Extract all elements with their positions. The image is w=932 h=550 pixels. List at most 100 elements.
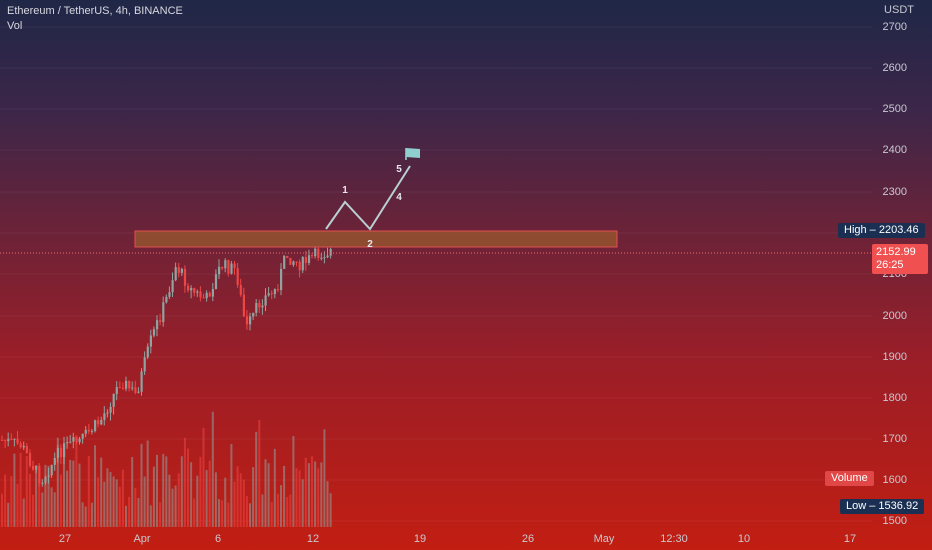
price-tick: 2400 xyxy=(882,144,907,156)
wave-label-5: 5 xyxy=(396,164,402,175)
candle-body xyxy=(214,274,218,290)
volume-bar xyxy=(202,427,205,527)
bar-countdown: 26:25 xyxy=(876,259,904,271)
volume-bar xyxy=(156,454,158,527)
candle-body xyxy=(283,255,286,269)
candle-body xyxy=(115,387,118,394)
candle-body xyxy=(261,305,264,308)
candle-body xyxy=(258,303,261,308)
candle-body xyxy=(168,292,171,297)
time-tick: 19 xyxy=(413,533,427,545)
last-price-badge[interactable]: 2152.99 26:25 xyxy=(872,244,928,274)
wave-label-4: 4 xyxy=(396,192,402,203)
candle-body xyxy=(140,371,143,392)
volume-bar xyxy=(214,472,217,527)
volume-bar xyxy=(205,470,208,527)
low-marker[interactable]: Low – 1536.92 xyxy=(840,499,925,514)
volume-bar xyxy=(63,447,65,527)
volume-bar xyxy=(1,493,3,527)
candle-body xyxy=(227,260,230,274)
price-tick: 2500 xyxy=(882,103,907,115)
volume-bar xyxy=(218,499,220,527)
volume-bar xyxy=(329,493,332,527)
candle-body xyxy=(304,257,307,263)
time-tick: 12:30 xyxy=(660,533,688,545)
volume-indicator-label[interactable]: Vol xyxy=(7,20,23,32)
volume-bar xyxy=(193,498,196,527)
candle-body xyxy=(224,260,227,269)
volume-bars xyxy=(1,411,332,527)
time-tick: May xyxy=(593,533,615,545)
candle-body xyxy=(28,453,32,466)
candle-body xyxy=(35,465,38,470)
candle-body xyxy=(165,296,168,303)
volume-bar xyxy=(252,467,255,527)
candle-body xyxy=(131,387,134,389)
candle-body xyxy=(245,316,249,325)
price-unit: USDT xyxy=(884,4,914,16)
high-marker[interactable]: High – 2203.46 xyxy=(838,223,925,238)
candle-body xyxy=(146,346,149,358)
candle-body xyxy=(329,249,332,256)
volume-bar xyxy=(255,431,258,527)
time-tick: 27 xyxy=(58,533,72,545)
candle-body xyxy=(152,329,156,336)
resistance-zone[interactable] xyxy=(134,230,618,248)
target-flag-icon[interactable] xyxy=(405,148,420,160)
candle-body xyxy=(109,406,112,413)
volume-bar xyxy=(32,494,34,527)
volume-bar xyxy=(177,473,180,527)
volume-bar xyxy=(242,479,245,527)
price-tick: 1900 xyxy=(882,351,907,363)
candle-body xyxy=(162,302,165,322)
candle-body xyxy=(199,291,202,298)
volume-bar xyxy=(69,459,72,527)
symbol-title[interactable]: Ethereum / TetherUS, 4h, BINANCE xyxy=(7,5,183,17)
volume-bar xyxy=(264,459,267,527)
candle-body xyxy=(320,257,323,259)
candle-body xyxy=(267,293,270,296)
volume-bar xyxy=(230,443,233,527)
candle-body xyxy=(1,440,4,441)
volume-bar xyxy=(283,465,286,527)
candle-body xyxy=(78,438,81,443)
volume-bar xyxy=(317,468,320,527)
volume-bar xyxy=(323,429,326,527)
candle-body xyxy=(202,297,205,299)
volume-bar xyxy=(137,498,140,527)
volume-bar xyxy=(270,501,273,527)
candle-body xyxy=(177,267,180,273)
volume-bar xyxy=(4,474,7,527)
volume-bar xyxy=(245,495,248,527)
volume-bar xyxy=(280,485,282,527)
elliott-wave-path[interactable] xyxy=(325,165,411,231)
candle-body xyxy=(87,429,90,432)
candle-body xyxy=(149,335,152,347)
volume-bar xyxy=(292,435,295,527)
volume-tag[interactable]: Volume xyxy=(825,471,874,486)
volume-bar xyxy=(307,463,310,527)
volume-bar xyxy=(298,470,301,527)
volume-bar xyxy=(159,502,162,527)
volume-bar xyxy=(10,476,13,527)
candle-body xyxy=(97,420,100,425)
volume-bar xyxy=(35,469,38,527)
volume-bar xyxy=(239,473,242,527)
candle-body xyxy=(22,445,25,448)
volume-bar xyxy=(25,456,28,527)
volume-bar xyxy=(320,462,323,527)
volume-bar xyxy=(183,437,186,527)
candle-body xyxy=(112,393,115,407)
volume-bar xyxy=(165,456,168,527)
candle-body xyxy=(13,438,16,440)
volume-bar xyxy=(314,461,317,527)
candle-body xyxy=(190,287,193,291)
volume-bar xyxy=(22,498,25,527)
candle-body xyxy=(218,266,221,275)
volume-bar xyxy=(50,487,53,527)
candle-body xyxy=(32,465,35,470)
candle-body xyxy=(125,380,128,389)
candle-body xyxy=(236,268,239,286)
